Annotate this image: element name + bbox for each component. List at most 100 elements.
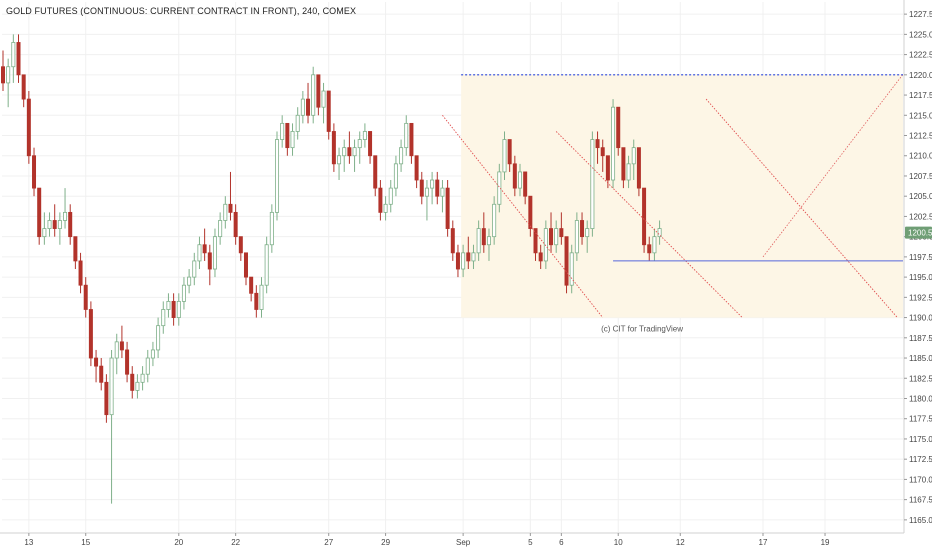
candle-body [393, 163, 398, 189]
y-tick-label: 1172.5 [909, 455, 932, 464]
candle-body [481, 228, 486, 246]
candle-body [140, 373, 145, 383]
highlight-zone [461, 74, 903, 318]
y-tick-label: 1205.0 [909, 192, 932, 201]
candle-body [440, 187, 445, 197]
x-tick-label: 20 [174, 538, 183, 547]
candle-body [321, 90, 326, 108]
candle-body [280, 122, 285, 140]
candle-body [171, 300, 176, 318]
candle-body [342, 147, 347, 157]
x-tick-label: 12 [676, 538, 685, 547]
candle-body [99, 365, 104, 383]
y-tick-label: 1177.5 [909, 415, 932, 424]
projection-line [762, 74, 903, 258]
candle-body [212, 236, 217, 270]
candle-body [42, 228, 47, 238]
candle-body [300, 98, 305, 116]
candle-body [554, 228, 559, 246]
candle-body [409, 122, 414, 157]
candle-body [316, 74, 321, 108]
y-tick-label: 1165.0 [909, 516, 932, 525]
y-tick-label: 1167.5 [909, 496, 932, 505]
candle-body [197, 244, 202, 262]
candle-body [243, 252, 248, 278]
x-tick-label: 22 [231, 538, 240, 547]
candle-body [306, 98, 311, 116]
candle-body [585, 228, 590, 238]
x-tick-label: 10 [614, 538, 623, 547]
candle-body [176, 300, 181, 318]
candle-body [331, 131, 336, 165]
y-tick-label: 1207.5 [909, 172, 932, 181]
candle-body [249, 276, 254, 294]
candle-body [383, 203, 388, 213]
candle-body [52, 220, 57, 229]
x-tick-label: 13 [24, 538, 33, 547]
candle-body [497, 171, 502, 205]
candle-body [114, 341, 119, 359]
candle-body [218, 220, 223, 238]
candle-body [94, 357, 99, 367]
candle-body [295, 114, 300, 132]
candle-body [63, 211, 68, 221]
candle-body [0, 66, 6, 84]
y-tick-label: 1195.0 [909, 273, 932, 282]
candle-body [254, 292, 259, 310]
y-tick-label: 1210.0 [909, 152, 932, 161]
candle-body [326, 90, 331, 132]
candle-body [414, 155, 419, 181]
candle-body [445, 187, 450, 229]
y-tick-label: 1185.0 [909, 354, 932, 363]
channel-line [442, 115, 604, 318]
candle-body [647, 244, 652, 254]
last-price-badge [905, 226, 932, 239]
candle-body [471, 252, 476, 262]
candle-body [362, 131, 367, 140]
candle-body [352, 147, 357, 157]
candle-body [455, 252, 460, 270]
y-tick-label: 1215.0 [909, 111, 932, 120]
candle-body [47, 220, 52, 229]
x-tick-label: 6 [559, 538, 564, 547]
x-tick-label: 5 [528, 538, 533, 547]
candle-body [88, 309, 93, 359]
candle-body [642, 187, 647, 246]
y-tick-label: 1170.0 [909, 475, 932, 484]
candle-body [285, 122, 290, 149]
candle-body [264, 244, 269, 286]
candle-body [657, 228, 662, 238]
candle-body [378, 187, 383, 213]
candle-body [57, 220, 62, 229]
candle-body [430, 179, 435, 189]
candle-body [461, 252, 466, 270]
candle-body [528, 195, 533, 229]
watermark-text: (c) CIT for TradingView [601, 325, 683, 334]
candle-body [161, 309, 166, 327]
candle-body [507, 139, 512, 165]
candle-body [135, 381, 140, 391]
candle-body [16, 42, 21, 76]
candle-body [166, 300, 171, 310]
candle-body [104, 381, 109, 416]
x-tick-label: 29 [381, 538, 390, 547]
y-tick-label: 1222.5 [909, 51, 932, 60]
candle-body [156, 325, 161, 351]
candle-body [549, 228, 554, 246]
candle-body [202, 244, 207, 254]
candle-body [337, 155, 342, 165]
candle-body [466, 252, 471, 262]
candle-body [347, 147, 352, 157]
candle-body [68, 211, 73, 238]
x-tick-label: 27 [324, 538, 333, 547]
x-tick-label: Sep [456, 538, 471, 547]
channel-line [705, 98, 898, 318]
candle-body [569, 252, 574, 286]
candle-body [616, 106, 621, 149]
candle-body [233, 211, 238, 238]
y-tick-label: 1182.5 [909, 374, 932, 383]
candle-body [238, 236, 243, 254]
candle-body [543, 228, 548, 262]
candle-body [631, 147, 636, 165]
